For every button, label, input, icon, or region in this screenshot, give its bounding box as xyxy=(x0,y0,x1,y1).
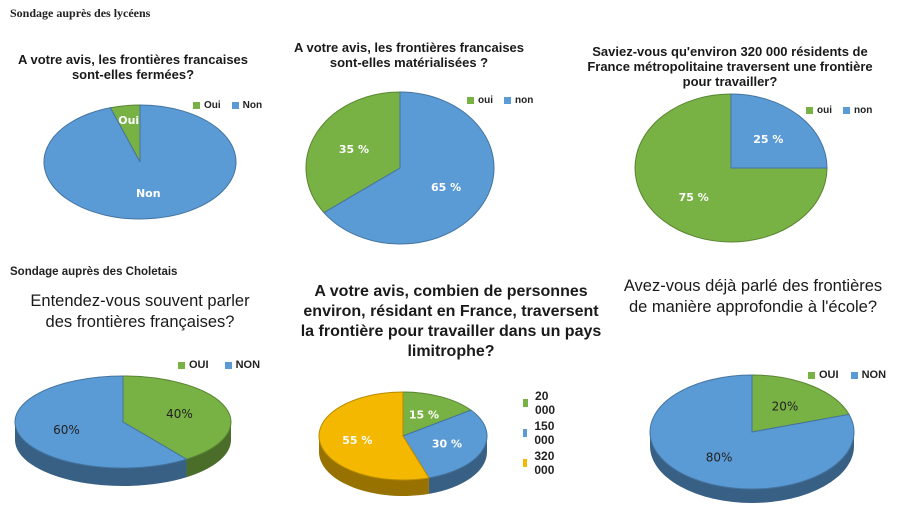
legend-label: non xyxy=(515,95,534,106)
pie-slice-side xyxy=(186,422,231,478)
pie-slice xyxy=(402,409,488,479)
legend-swatch xyxy=(523,459,528,467)
section-title-choletais: Sondage auprès des Choletais xyxy=(10,266,178,278)
pie-slice xyxy=(305,91,401,214)
pie-slice-label: Non xyxy=(136,187,161,200)
legend-label: 20 000 xyxy=(535,389,556,417)
legend-label: oui xyxy=(478,95,493,106)
legend-label: NON xyxy=(861,369,887,381)
chart-legend: oui non xyxy=(467,95,533,106)
legend-item: 20 000 xyxy=(523,388,558,418)
pie-slice-side xyxy=(15,422,187,486)
legend-swatch xyxy=(523,399,529,407)
legend-swatch xyxy=(178,361,185,369)
legend-label: OUI xyxy=(189,359,209,371)
pie-slice-label: 60% xyxy=(53,423,80,437)
chart-legend: oui non xyxy=(806,105,872,116)
pie-slice-side xyxy=(428,436,487,494)
legend-swatch xyxy=(467,97,474,104)
legend-label: NON xyxy=(235,359,261,371)
chart-title: A votre avis, les frontières francaises … xyxy=(293,40,525,70)
pie-slice-label: 55 % xyxy=(342,434,372,447)
pie-slice-label: 40% xyxy=(166,407,193,421)
pie-slice xyxy=(402,391,473,437)
legend-label: OUI xyxy=(819,369,839,381)
pie-slice-label: 75 % xyxy=(679,191,709,204)
legend-swatch xyxy=(808,371,815,379)
pie-slice-label: Oui xyxy=(118,114,139,127)
chart-title: A votre avis, combien de personnes envir… xyxy=(300,283,602,360)
pie-slice xyxy=(649,374,855,490)
legend-swatch xyxy=(504,97,511,104)
chart-title: Avez-vous déjà parlé des frontières de m… xyxy=(623,277,883,316)
legend-label: 320 000 xyxy=(534,449,555,477)
legend-swatch xyxy=(806,107,813,114)
legend-swatch xyxy=(224,361,232,369)
pie-slice xyxy=(122,375,232,460)
chart-legend: OUI NON xyxy=(178,359,260,371)
pie-slice-label: 20% xyxy=(772,400,799,414)
legend-label: non xyxy=(854,105,873,116)
legend-label: Oui xyxy=(204,100,221,111)
pie-slice-label: 35 % xyxy=(339,143,369,156)
legend-label: Non xyxy=(242,100,263,111)
pie-slice xyxy=(14,375,188,469)
chart-title: Entendez-vous souvent parler des frontiè… xyxy=(30,292,250,331)
legend-label: oui xyxy=(817,105,832,116)
legend-swatch xyxy=(231,102,239,109)
pie-slice xyxy=(43,104,237,220)
pie-slice xyxy=(634,93,828,243)
legend-swatch xyxy=(193,102,200,109)
pie-slice xyxy=(751,374,850,433)
legend-item: 320 000 xyxy=(523,448,558,478)
pie-slice-side xyxy=(319,436,429,496)
pie-slice-label: 25 % xyxy=(753,133,783,146)
pie-slice-label: 30 % xyxy=(432,437,462,450)
pie-slice xyxy=(730,93,828,169)
legend-label: 150 000 xyxy=(534,419,555,447)
legend-item: 150 000 xyxy=(523,418,558,448)
pie-slice-label: 15 % xyxy=(409,408,439,421)
section-title-lyceens: Sondage auprès des lycéens xyxy=(10,6,151,20)
pie-slice xyxy=(318,391,430,481)
chart-legend: Oui Non xyxy=(193,100,262,111)
chart-legend: OUI NON xyxy=(808,369,886,381)
pie-slice-side xyxy=(650,432,854,503)
chart-title: A votre avis, les frontières francaises … xyxy=(17,52,249,82)
legend-swatch xyxy=(843,107,850,114)
chart-title: Saviez-vous qu'environ 320 000 résidents… xyxy=(587,44,873,89)
pie-slice-label: 80% xyxy=(706,450,733,464)
pie-slice xyxy=(323,91,495,245)
chart-legend: 20 000 150 000 320 000 xyxy=(523,388,558,478)
legend-swatch xyxy=(850,371,858,379)
legend-swatch xyxy=(523,429,528,437)
pie-slice-label: 65 % xyxy=(431,181,461,194)
